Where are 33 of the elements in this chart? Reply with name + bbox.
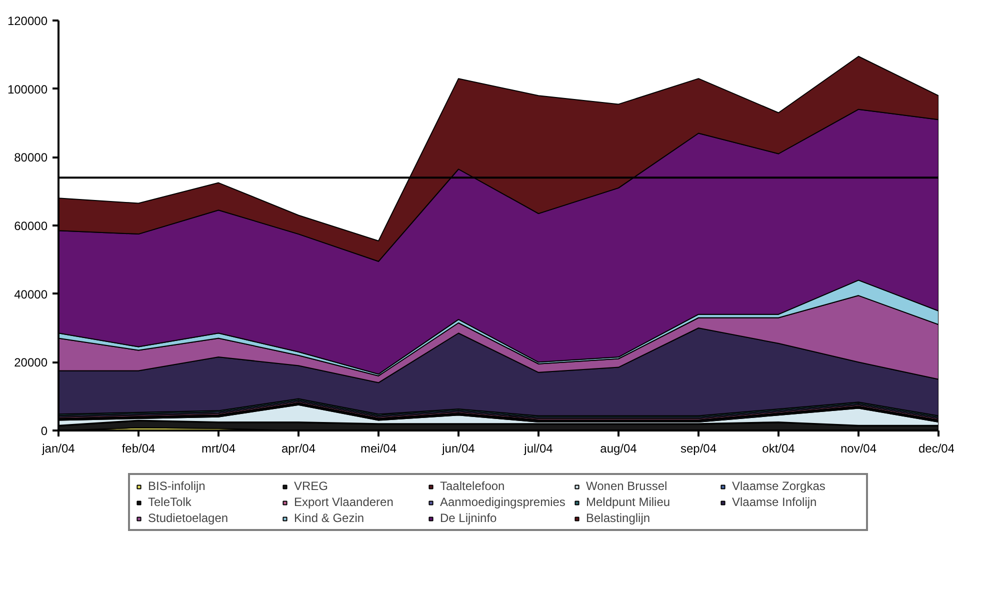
y-tick-label: 100000 <box>7 82 48 96</box>
x-tick-label: feb/04 <box>122 442 156 456</box>
x-tick-label: nov/04 <box>840 442 877 456</box>
x-tick-label: mrt/04 <box>201 442 236 456</box>
legend-label: VREG <box>294 479 330 493</box>
y-tick-label: 80000 <box>14 150 48 165</box>
legend-label: De Lijninfo <box>440 511 498 525</box>
legend-label: Export Vlaanderen <box>294 495 394 509</box>
y-tick-label: 60000 <box>14 219 48 233</box>
x-tick-label: okt/04 <box>762 442 796 456</box>
x-tick-label: dec/04 <box>918 442 955 456</box>
legend-label: Studietoelagen <box>148 511 230 525</box>
legend-label: Vlaamse Zorgkas <box>732 479 826 493</box>
y-tick-label: 20000 <box>14 356 48 370</box>
x-tick-label: mei/04 <box>360 442 397 456</box>
legend-label: Meldpunt Milieu <box>586 495 672 509</box>
legend-label: Taaltelefoon <box>440 479 506 493</box>
legend-label: Aanmoedigingspremies <box>440 495 566 509</box>
legend-label: Kind & Gezin <box>294 511 366 525</box>
x-tick-label: apr/04 <box>281 442 316 456</box>
x-tick-label: jun/04 <box>441 442 476 456</box>
x-tick-label: aug/04 <box>600 442 638 456</box>
y-tick-label: 40000 <box>14 287 48 302</box>
legend-label: BIS-infolijn <box>148 479 206 493</box>
y-tick-label: 120000 <box>7 14 48 28</box>
legend-label: Belastinglijn <box>586 511 652 525</box>
y-tick-label: 0 <box>40 424 48 438</box>
legend-label: TeleTolk <box>148 495 192 509</box>
x-tick-label: jul/04 <box>523 442 554 456</box>
legend-label: Wonen Brussel <box>586 479 668 493</box>
x-tick-label: jan/04 <box>41 442 76 456</box>
legend-label: Vlaamse Infolijn <box>732 495 818 509</box>
x-tick-label: sep/04 <box>680 442 717 456</box>
